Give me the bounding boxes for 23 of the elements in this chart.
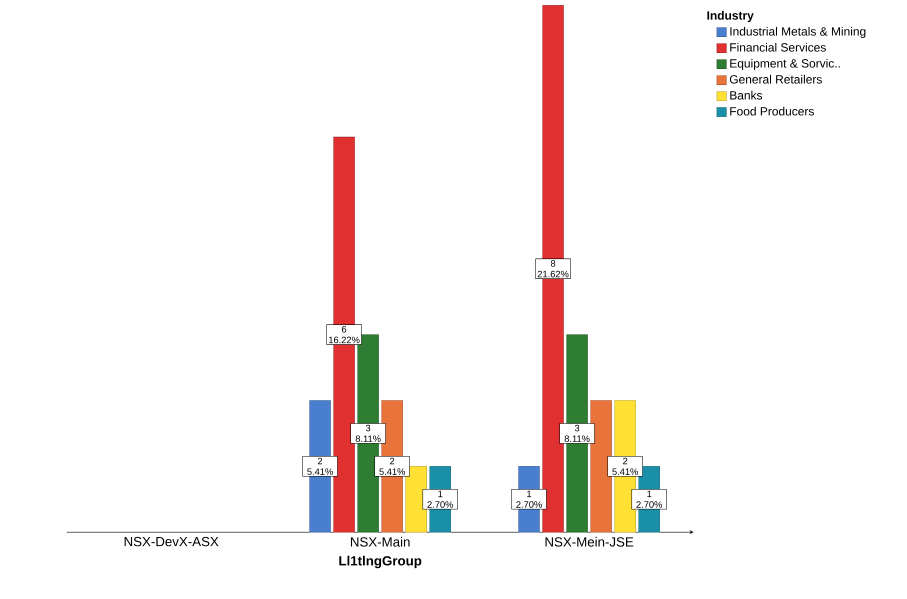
legend-label: Equipment & Sorvic.. — [730, 58, 840, 70]
bar — [405, 466, 427, 533]
x-axis-title: Ll1tlngGroup — [339, 556, 422, 568]
data-label: 1 2.70% — [516, 490, 542, 508]
legend-label: Food Producers — [730, 106, 814, 116]
data-label: 2 5.41% — [307, 458, 333, 475]
data-label: 3 8.11% — [356, 424, 381, 442]
data-label: 6 16.22% — [329, 326, 360, 344]
legend-label: Banks — [730, 90, 762, 100]
legend-label: Industrial Metals & Mining — [730, 26, 866, 38]
data-label: 1 2.70% — [427, 490, 454, 508]
data-label: 1 2.70% — [636, 490, 662, 508]
legend-label: Financial Services — [730, 42, 826, 52]
data-label: 8 21.62% — [538, 260, 568, 278]
legend-title: Industry — [707, 10, 754, 22]
legend-label: General Retailers — [730, 74, 822, 84]
bar — [590, 400, 612, 533]
data-label: 2 5.41% — [612, 458, 638, 475]
data-label: 3 8.11% — [564, 424, 590, 442]
x-tick-label: NSX-Mein-JSE — [546, 536, 634, 547]
x-tick-label: NSX-Main — [350, 536, 410, 547]
x-tick-label: NSX-DevX-ASX — [124, 536, 219, 546]
data-label: 2 5.41% — [379, 458, 406, 475]
